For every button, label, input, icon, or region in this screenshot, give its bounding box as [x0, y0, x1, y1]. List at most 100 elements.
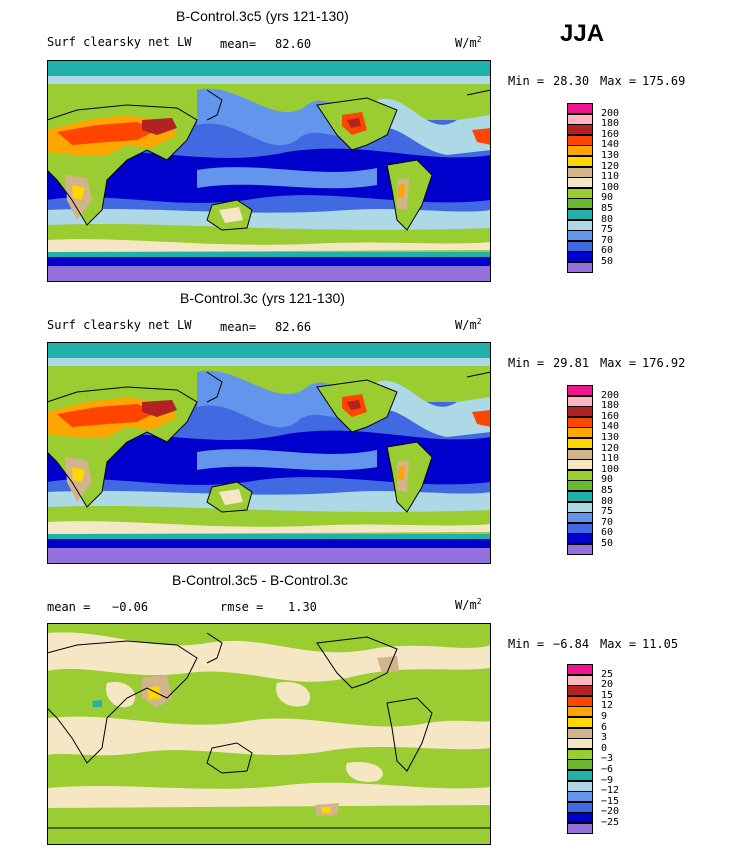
warm-patch-na	[377, 656, 399, 673]
colorbar-tick-label: 50	[601, 256, 614, 267]
colorbar-tick-label: 140	[601, 139, 620, 151]
colorbar-swatch	[567, 177, 593, 189]
south-america	[387, 160, 432, 230]
map-frame	[47, 342, 491, 564]
colorbar-tick-label: −6	[601, 764, 614, 775]
colorbar-tick-label: 50	[601, 538, 614, 549]
zero-band-north	[47, 632, 491, 682]
panel1-max-label: Max =	[600, 74, 637, 88]
colorbar-tick-label: −12	[601, 785, 620, 797]
colorbar-swatch	[567, 491, 593, 502]
colorbar-tick-label: −15	[601, 795, 620, 807]
colorbar-tick-label: 90	[601, 192, 614, 204]
panel2-title: B-Control.3c (yrs 121-130)	[180, 290, 345, 306]
colorbar-swatch	[567, 198, 593, 210]
colorbar-tick-label: 200	[601, 389, 620, 401]
colorbar-swatch	[567, 262, 593, 273]
zero-patch-2	[276, 682, 311, 707]
colorbar-tick-label: 75	[601, 224, 614, 236]
colorbar-tick-label: 160	[601, 128, 620, 140]
colorbar-swatch	[567, 438, 593, 449]
coastline-outlines	[47, 371, 491, 513]
warm-core-asia	[147, 686, 161, 700]
panel2-units: W/m2	[455, 317, 482, 332]
arabia-core	[142, 400, 177, 417]
sw-us-core	[347, 400, 361, 410]
colorbar-swatch	[567, 533, 593, 545]
colorbar-tick-label: 180	[601, 400, 620, 412]
colorbar-tick-label: −25	[601, 817, 620, 828]
colorbar-swatch	[567, 801, 593, 813]
arctic-light-band	[47, 76, 491, 86]
colorbar-swatch	[567, 209, 593, 220]
sahara-core	[57, 404, 157, 427]
colorbar-tick-label: 140	[601, 421, 620, 433]
panel3-mean-label: mean =	[47, 600, 91, 614]
coastline-outlines	[47, 632, 491, 829]
colorbar-tick-label: 80	[601, 213, 614, 225]
colorbar-tick-label: 0	[601, 742, 608, 754]
coastline-outlines	[47, 89, 491, 231]
colorbar-tick-label: 20	[601, 679, 614, 691]
panel3-title: B-Control.3c5 - B-Control.3c	[172, 572, 348, 588]
colorbar-swatch	[567, 512, 593, 524]
southern-teal-band	[47, 252, 491, 257]
tropical-pacific-band	[197, 167, 377, 189]
panel2-colorbar: 200 180 160 140 130 120 110 100 90 85 80 75 70 60 50	[567, 385, 637, 560]
panel3-rmse-label: rmse =	[220, 600, 264, 614]
panel2-min-value: 29.81	[553, 356, 590, 370]
season-label: JJA	[560, 20, 605, 47]
colorbar-swatch	[567, 124, 593, 136]
colorbar-swatch	[567, 156, 593, 167]
colorbar-swatch	[567, 812, 593, 824]
colorbar-swatch	[567, 459, 593, 471]
zero-band-tropics	[47, 716, 491, 756]
sahara-core	[57, 122, 157, 145]
warm-core-pacific	[321, 807, 331, 813]
south-tan-band	[47, 521, 491, 534]
colorbar-tick-label: 120	[601, 442, 620, 454]
colorbar-swatch	[567, 251, 593, 263]
panel1-min-value: 28.30	[553, 74, 590, 88]
colorbar-swatch	[567, 759, 593, 771]
colorbar-swatch	[567, 469, 593, 481]
panel2-mean-value: 82.66	[275, 320, 312, 334]
colorbar-tick-label: 200	[601, 107, 620, 119]
colorbar-tick-label: 25	[601, 668, 614, 680]
south-light-band	[47, 490, 491, 512]
colorbar-swatch	[567, 416, 593, 428]
panel1-units: W/m2	[455, 35, 482, 50]
colorbar-swatch	[567, 406, 593, 418]
panel3-max-value: 11.05	[642, 637, 679, 651]
southern-teal-band	[47, 534, 491, 539]
colorbar-tick-label: 60	[601, 245, 614, 257]
southern-blue-band	[47, 257, 491, 266]
colorbar-swatch	[567, 738, 593, 750]
colorbar-tick-label: 6	[601, 721, 608, 733]
colorbar-swatch	[567, 695, 593, 707]
southern-africa-core	[72, 185, 85, 200]
colorbar-swatch	[567, 385, 593, 396]
map-frame	[47, 60, 491, 282]
southern-blue-band	[47, 539, 491, 548]
colorbar-tick-label: 180	[601, 118, 620, 130]
colorbar-swatch	[567, 187, 593, 199]
panel3-units: W/m2	[455, 597, 482, 612]
panel1-min-label: Min =	[508, 74, 545, 88]
panel2-map	[47, 342, 491, 564]
colorbar-tick-label: 70	[601, 516, 614, 528]
colorbar-tick-label: 100	[601, 463, 620, 475]
australia-desert	[219, 489, 243, 505]
panel3-rmse-value: 1.30	[288, 600, 317, 614]
colorbar-tick-label: −9	[601, 774, 614, 786]
panel2-mean-label: mean=	[220, 320, 257, 334]
colorbar-tick-label: 80	[601, 495, 614, 507]
colorbar-swatch	[567, 480, 593, 492]
atacama-hot	[398, 184, 405, 198]
colorbar-swatch	[567, 230, 593, 242]
colorbar-swatch	[567, 544, 593, 555]
southern-africa-core	[72, 467, 85, 482]
colorbar-tick-label: 85	[601, 485, 614, 496]
colorbar-swatch	[567, 240, 593, 252]
panel3-colorbar: 25 20 15 12 9 6 3 0 −3 −6 −9 −12 −15 −20 −25	[567, 664, 637, 839]
